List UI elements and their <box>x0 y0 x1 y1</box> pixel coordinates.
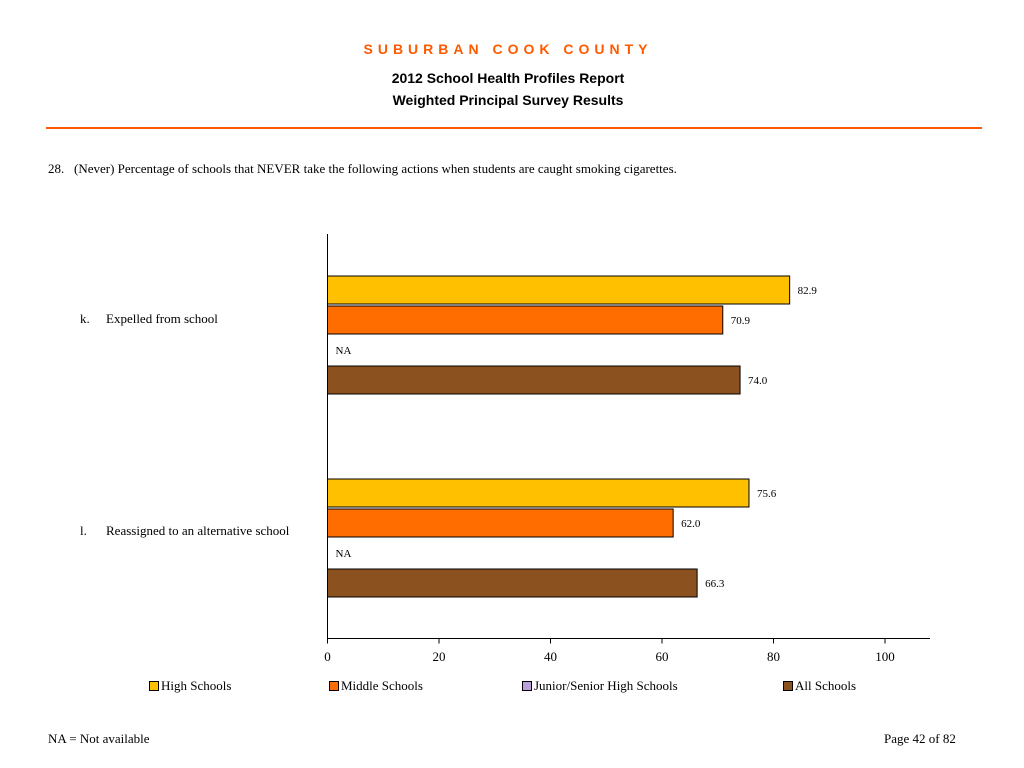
x-tick-label: 100 <box>875 649 895 664</box>
legend-item-high: High Schools <box>149 678 231 694</box>
legend-item-middle: Middle Schools <box>329 678 423 694</box>
legend-label: Junior/Senior High Schools <box>534 678 678 693</box>
bar-value-label: 66.3 <box>705 578 725 590</box>
bar-value-label: NA <box>336 548 352 560</box>
header-divider <box>46 127 982 129</box>
bar-value-label: NA <box>336 345 352 357</box>
bar-value-label: 70.9 <box>731 315 751 327</box>
legend-label: All Schools <box>795 678 857 693</box>
footnote: NA = Not available <box>48 731 150 746</box>
bar <box>327 305 724 335</box>
legend-label: Middle Schools <box>341 678 423 693</box>
legend-item-junior-senior: Junior/Senior High Schools <box>522 678 678 694</box>
x-tick-label: 60 <box>656 649 669 664</box>
legend-swatch <box>783 681 793 691</box>
report-title: 2012 School Health Profiles Report <box>391 70 625 86</box>
category-letter: k. <box>80 311 90 326</box>
category-text: Reassigned to an alternative school <box>106 523 290 538</box>
bar <box>327 365 741 395</box>
category-letter: l. <box>80 523 87 538</box>
legend-item-all: All Schools <box>783 678 856 694</box>
bar-value-label: 82.9 <box>798 285 818 297</box>
question-text: 28. (Never) Percentage of schools that N… <box>48 161 677 176</box>
category-text: Expelled from school <box>106 311 218 326</box>
report-subtitle: Weighted Principal Survey Results <box>392 92 624 108</box>
bar <box>327 508 674 538</box>
x-tick-label: 0 <box>324 649 331 664</box>
page-number: Page 42 of 82 <box>884 731 956 746</box>
x-tick-label: 20 <box>433 649 446 664</box>
bar <box>327 275 791 305</box>
legend-label: High Schools <box>161 678 232 693</box>
x-tick-label: 40 <box>544 649 557 664</box>
x-tick-label: 80 <box>767 649 780 664</box>
category-label-k: k. Expelled from school <box>80 311 218 327</box>
bar-value-label: 74.0 <box>748 375 768 387</box>
category-label-l: l. Reassigned to an alternative school <box>80 523 289 539</box>
bar <box>327 478 750 508</box>
bar-value-label: 75.6 <box>757 488 777 500</box>
bar <box>327 568 698 598</box>
county-title: SUBURBAN COOK COUNTY <box>363 41 653 57</box>
legend-swatch <box>522 681 532 691</box>
bar-value-label: 62.0 <box>681 518 701 530</box>
legend-swatch <box>149 681 159 691</box>
legend-swatch <box>329 681 339 691</box>
